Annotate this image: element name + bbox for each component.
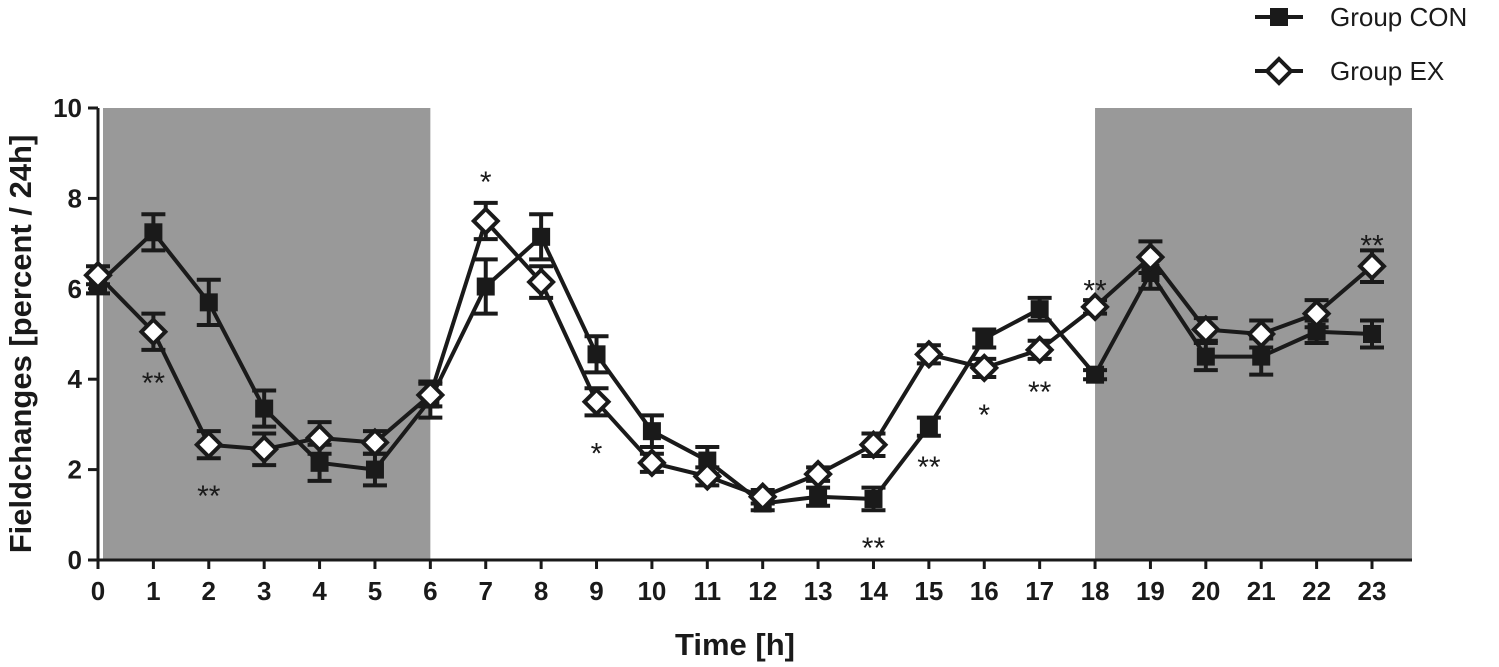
data-point [1357, 251, 1387, 282]
data-point [1030, 300, 1049, 319]
significance-marker: ** [1360, 229, 1384, 262]
data-point [476, 277, 495, 296]
x-tick-label: 19 [1136, 576, 1165, 606]
x-tick-label: 6 [423, 576, 437, 606]
data-point [803, 459, 833, 489]
data-point [642, 422, 661, 441]
data-point [1080, 292, 1110, 322]
x-tick-label: 20 [1191, 576, 1220, 606]
data-point [255, 399, 274, 418]
data-point [637, 447, 667, 478]
y-tick-label: 0 [68, 545, 82, 575]
data-point [864, 489, 883, 508]
series [83, 200, 1387, 513]
y-tick-label: 4 [68, 364, 83, 394]
data-point [365, 460, 384, 479]
significance-annotations: ***************** [142, 166, 1384, 565]
data-point [692, 461, 723, 492]
data-point [1086, 365, 1105, 384]
x-tick-label: 5 [368, 576, 382, 606]
x-tick-label: 15 [914, 576, 943, 606]
data-point [532, 227, 551, 246]
data-point [581, 386, 612, 417]
x-tick-label: 23 [1358, 576, 1387, 606]
significance-marker: ** [142, 367, 166, 400]
legend-label: Group EX [1330, 56, 1444, 86]
y-tick-label: 10 [53, 93, 82, 123]
data-point [360, 427, 390, 458]
data-point [526, 267, 556, 297]
x-tick-label: 3 [257, 576, 271, 606]
x-tick-label: 7 [479, 576, 493, 606]
data-point [975, 329, 994, 348]
legend-square-icon [1270, 8, 1288, 26]
legend-item-con: Group CON [1255, 2, 1467, 32]
data-point [304, 423, 335, 453]
data-point [138, 316, 169, 347]
data-point [914, 339, 944, 370]
series-ex [83, 200, 1387, 512]
data-point [144, 223, 163, 242]
x-tick-label: 1 [146, 576, 160, 606]
x-tick-label: 11 [694, 576, 722, 606]
x-tick-label: 21 [1247, 576, 1276, 606]
data-point [415, 380, 446, 410]
legend-label: Group CON [1330, 2, 1467, 32]
significance-marker: ** [197, 480, 221, 513]
significance-marker: ** [1083, 275, 1107, 308]
x-tick-label: 9 [589, 576, 603, 606]
x-tick-label: 12 [748, 576, 777, 606]
data-point [1024, 334, 1055, 365]
significance-marker: * [591, 437, 603, 470]
data-point [919, 417, 938, 436]
data-point [470, 206, 501, 236]
data-point [1190, 314, 1221, 345]
data-point [698, 451, 717, 470]
data-point [1301, 298, 1332, 329]
x-axis-title: Time [h] [675, 627, 795, 662]
x-tick-label: 10 [637, 576, 666, 606]
data-point [199, 293, 218, 312]
data-point [83, 260, 113, 291]
data-point [858, 429, 889, 460]
data-point [1135, 242, 1166, 272]
significance-marker: ** [917, 451, 941, 484]
x-tick-label: 18 [1081, 576, 1110, 606]
significance-marker: * [480, 166, 492, 199]
y-axis-title: Fieldchanges [percent / 24h] [3, 135, 38, 554]
x-tick-label: 0 [91, 576, 105, 606]
data-point [310, 453, 329, 472]
x-tick-label: 13 [804, 576, 833, 606]
legend-diamond-icon [1264, 56, 1294, 86]
data-point [193, 429, 224, 460]
significance-marker: ** [1028, 376, 1052, 409]
x-tick-label: 4 [312, 576, 327, 606]
legend-item-ex: Group EX [1255, 56, 1444, 86]
data-point [1196, 347, 1215, 366]
x-tick-label: 2 [202, 576, 216, 606]
data-point [1363, 325, 1381, 343]
x-tick-label: 8 [534, 576, 548, 606]
significance-marker: * [978, 399, 990, 432]
y-tick-label: 2 [68, 455, 82, 485]
data-point [969, 353, 1000, 383]
data-point [1252, 347, 1271, 366]
x-tick-label: 16 [970, 576, 999, 606]
x-tick-label: 14 [859, 576, 888, 606]
data-point [249, 434, 280, 465]
y-tick-label: 8 [68, 183, 82, 213]
data-point [747, 481, 778, 512]
axes: 0 1 2 3 4 5 6 7 8 9 10 11 12 13 14 15 16 17 18 19 20 21 22 2302… [53, 93, 1412, 606]
y-tick-label: 6 [68, 274, 82, 304]
data-point [809, 487, 828, 506]
significance-marker: ** [862, 532, 886, 565]
data-point [1246, 319, 1277, 349]
x-tick-label: 17 [1025, 576, 1054, 606]
data-point [587, 345, 606, 364]
x-tick-label: 22 [1302, 576, 1331, 606]
legend: Group CON Group EX [1255, 2, 1467, 86]
